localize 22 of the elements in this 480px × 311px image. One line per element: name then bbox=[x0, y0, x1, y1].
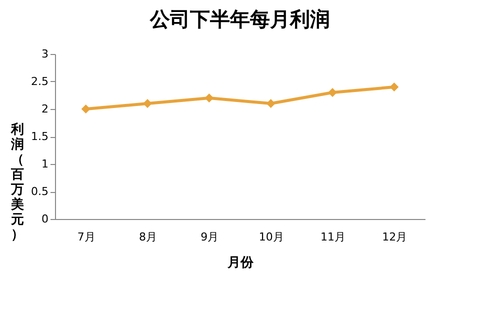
x-tick-label: 12月 bbox=[382, 230, 408, 244]
point bbox=[81, 104, 90, 114]
x-tick-label: 7月 bbox=[77, 230, 96, 244]
point bbox=[204, 94, 214, 102]
y-tick-label: 2 bbox=[42, 102, 48, 116]
y-tick-label: 2.5 bbox=[31, 75, 48, 88]
x-tick-label: 10月 bbox=[258, 230, 284, 244]
point bbox=[266, 99, 276, 108]
x-tick-label: 8月 bbox=[139, 230, 157, 244]
x-axis-title: 月份 bbox=[226, 256, 254, 270]
x-tick-label: 11月 bbox=[320, 230, 346, 244]
x-tick-label: 9月 bbox=[200, 230, 219, 244]
point bbox=[390, 82, 399, 92]
y-tick-label: 0.5 bbox=[31, 185, 48, 198]
y-tick-label: 1.5 bbox=[31, 130, 48, 143]
point bbox=[143, 99, 152, 108]
y-tick-label: 0 bbox=[42, 212, 48, 226]
y-axis-title: 利润（百万美元） bbox=[10, 122, 24, 242]
y-tick-label: 3 bbox=[42, 48, 48, 60]
y-tick-label: 1 bbox=[42, 158, 48, 170]
chart-title: 公司下半年每月利润 bbox=[149, 7, 330, 31]
point bbox=[328, 88, 337, 97]
